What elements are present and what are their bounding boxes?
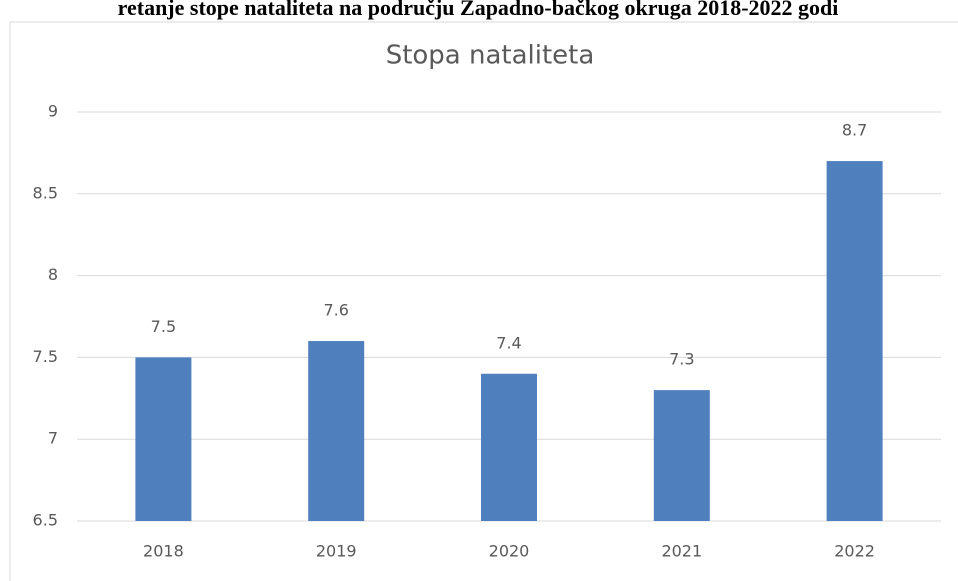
x-tick-label: 2019 [316,542,357,561]
bar [653,390,710,521]
bar [481,373,537,521]
bar [308,341,365,521]
y-tick-label: 7.5 [33,347,58,366]
y-tick-label: 7 [48,429,58,448]
caption: retanje stope nataliteta na području Zap… [118,0,839,20]
chart-title: Stopa nataliteta [386,41,595,71]
x-tick-label: 2021 [661,542,702,561]
data-label: 7.5 [151,317,176,336]
x-tick-label: 2020 [489,542,530,561]
bar [135,357,192,521]
x-tick-label: 2018 [143,542,184,561]
data-label: 7.3 [669,350,694,369]
data-label: 8.7 [842,121,867,140]
y-tick-label: 8 [48,265,58,284]
data-label: 7.6 [323,301,348,320]
y-tick-label: 9 [48,102,58,121]
data-label: 7.4 [496,333,521,352]
y-tick-label: 8.5 [33,183,58,202]
x-tick-label: 2022 [834,542,875,561]
bar [826,161,883,521]
y-tick-label: 6.5 [33,511,58,530]
